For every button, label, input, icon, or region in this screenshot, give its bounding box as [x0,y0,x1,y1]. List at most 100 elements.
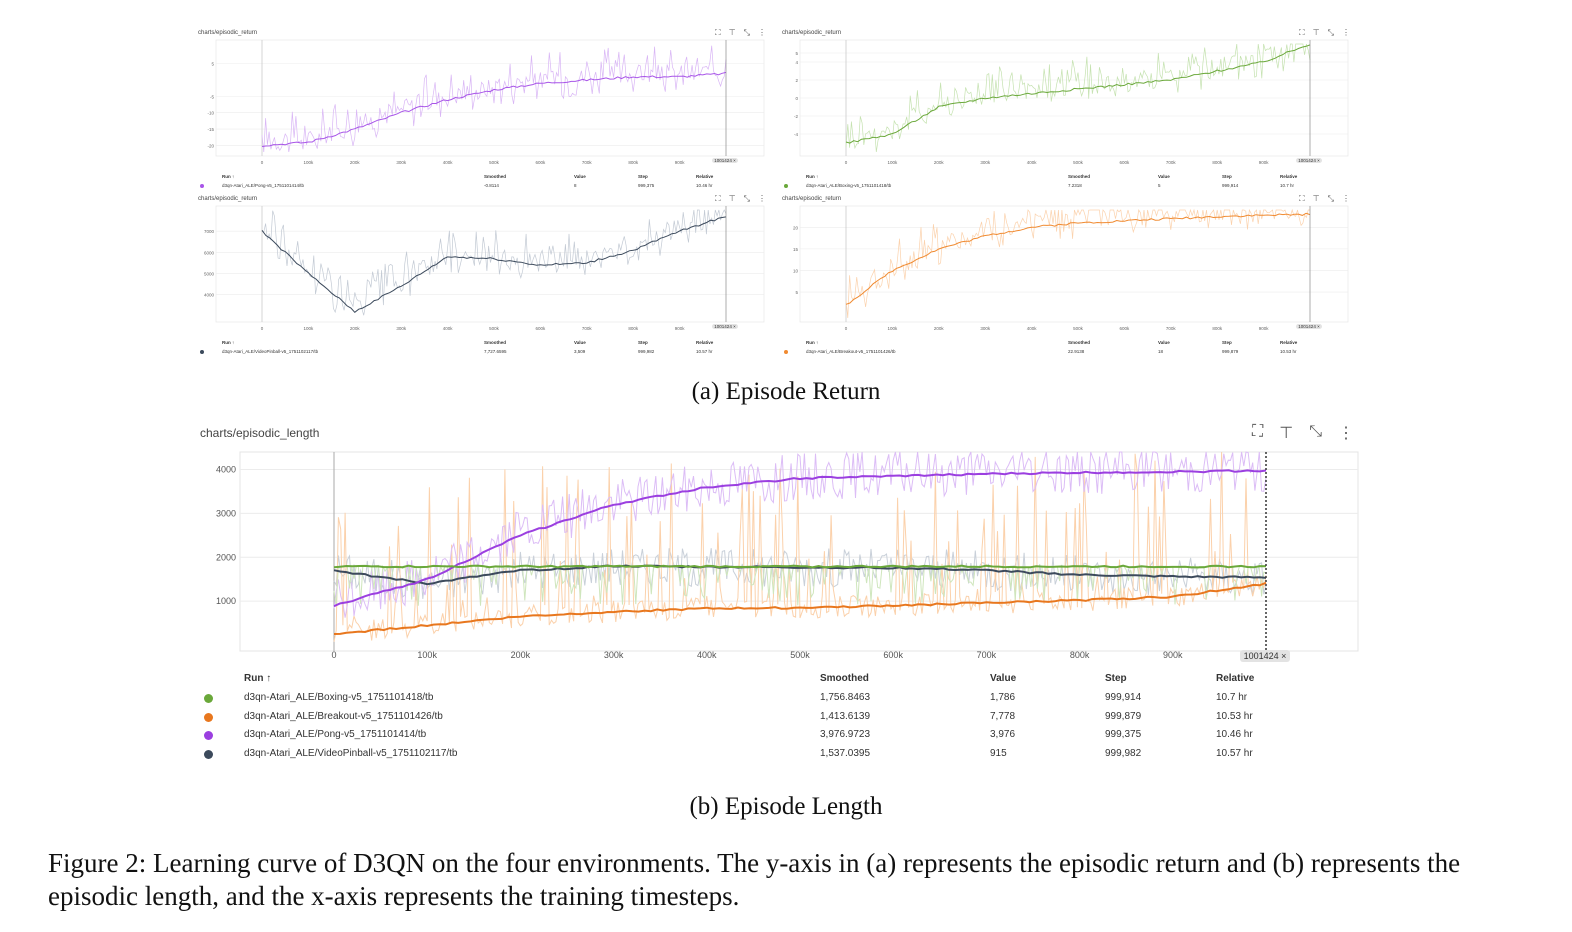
legend-column-header: Step [1222,174,1232,179]
run-legend-table: Run ↑ Smoothed Value Step Relative d3qn-Atari… [196,174,772,194]
fit-domain-icon[interactable]: ⤡ [743,28,750,37]
fullscreen-icon[interactable]: ⛶ [1299,28,1305,37]
x-tick-label: 700k [977,650,997,660]
legend-cell-run: d3qn-Atari_ALE/VideoPinball-v5_175110211… [222,349,319,354]
legend-header: Run ↑ Smoothed Value Step Relative [196,340,772,348]
x-tick-label: 700k [582,160,593,165]
x-tick-label: 900k [1259,160,1270,165]
caption-b: (b) Episode Length [689,793,883,820]
legend-cell-run: d3qn-Atari_ALE/Breakout-v5_1751101426/tb [244,710,443,722]
y-tick-label: -10 [207,111,214,116]
episode-return-panel: charts/episodic_return ⛶ ⊤ ⤡ ⋮ 20 15 10 5 0 100k 20… [780,194,1356,356]
legend-row[interactable]: d3qn-Atari_ALE/Boxing-v5_1751101418/tb 7.… [780,183,1356,191]
legend-row[interactable]: d3qn-Atari_ALE/VideoPinball-v5_175110211… [196,349,772,357]
legend-row[interactable]: d3qn-Atari_ALE/Pong-v5_1751101414/tb -0.8… [196,183,772,191]
x-tick-label: 200k [350,160,361,165]
legend-cell-smoothed: 22.9138 [1068,349,1085,354]
smoothed-series-line [333,581,1267,635]
legend-cell-relative: 10.7 hr [1280,183,1295,188]
step-badge[interactable]: 1001424 × [712,158,738,163]
panel-title: charts/episodic_return [782,196,842,202]
pin-icon[interactable]: ⊤ [1312,28,1320,37]
legend-column-header[interactable]: Run ↑ [222,174,235,179]
raw-series-line [261,209,727,316]
legend-cell-run: d3qn-Atari_ALE/Boxing-v5_1751101418/tb [244,692,434,703]
legend-column-header: Value [990,673,1017,684]
fit-domain-icon[interactable]: ⤡ [1327,194,1334,203]
panel-toolbar: ⛶ ⊤ ⤡ ⋮ [715,194,766,204]
legend-column-header: Step [1105,673,1127,684]
legend-row[interactable]: d3qn-Atari_ALE/VideoPinball-v5_175110211… [200,748,1360,762]
legend-cell-run: d3qn-Atari_ALE/Boxing-v5_1751101418/tb [806,183,892,188]
pin-icon[interactable]: ⊤ [728,194,736,203]
legend-header: Run ↑ Smoothed Value Step Relative [200,673,1360,687]
pin-icon[interactable]: ⊤ [1279,425,1294,442]
plot-area [215,205,765,323]
legend-row[interactable]: d3qn-Atari_ALE/Pong-v5_1751101414/tb 3,97… [200,729,1360,743]
episode-return-chart: 20 15 10 5 0 100k 200k 300k 400k 500k 600k 700k 800k… [793,205,1349,331]
fullscreen-icon[interactable]: ⛶ [715,28,721,37]
fit-domain-icon[interactable]: ⤡ [1327,28,1334,37]
legend-row[interactable]: d3qn-Atari_ALE/Breakout-v5_1751101426/tb… [200,711,1360,725]
legend-cell-step: 999,982 [1105,747,1142,759]
legend-column-header: Relative [1280,174,1298,179]
legend-row[interactable]: d3qn-Atari_ALE/Boxing-v5_1751101418/tb 1,… [200,692,1360,706]
pin-icon[interactable]: ⊤ [728,28,736,37]
plot-area [239,451,1359,652]
legend-column-header[interactable]: Run ↑ [806,340,819,345]
legend-cell-smoothed: 7,727.6595 [484,349,507,354]
legend-column-header: Smoothed [484,340,506,345]
fullscreen-icon[interactable]: ⛶ [715,194,721,203]
fit-domain-icon[interactable]: ⤡ [743,194,750,203]
y-tick-label: 3000 [216,508,236,518]
smoothed-series-line [845,44,1311,144]
y-tick-label: 1000 [216,596,236,606]
pin-icon[interactable]: ⊤ [1312,194,1320,203]
legend-column-header[interactable]: Run ↑ [806,174,819,179]
raw-series-line [845,43,1311,153]
x-tick-label: 400k [697,650,717,660]
legend-column-header[interactable]: Run ↑ [222,340,235,345]
x-tick-label: 200k [511,650,531,660]
step-badge[interactable]: 1001424 × [1240,650,1290,662]
y-tick-label: -15 [207,127,214,132]
x-tick-label: 200k [350,326,361,331]
legend-cell-relative: 10.57 hr [696,349,713,354]
more-options-icon[interactable]: ⋮ [1338,425,1354,442]
x-tick-label: 400k [1027,326,1038,331]
episode-return-panel: charts/episodic_return ⛶ ⊤ ⤡ ⋮ 5 4 2 0 -2 -4 0 100k 2… [780,28,1356,190]
more-options-icon[interactable]: ⋮ [758,194,766,203]
legend-column-header[interactable]: Run ↑ [244,673,272,684]
legend-cell-run: d3qn-Atari_ALE/Breakout-v5_1751101426/tb [806,349,896,354]
step-badge[interactable]: 1001424 × [1296,324,1322,329]
smoothed-series-line [261,216,727,313]
x-tick-label: 200k [934,160,945,165]
legend-row[interactable]: d3qn-Atari_ALE/Breakout-v5_1751101426/tb… [780,349,1356,357]
x-tick-label: 700k [582,326,593,331]
more-options-icon[interactable]: ⋮ [758,28,766,37]
step-badge[interactable]: 1001424 × [712,324,738,329]
x-tick-label: 100k [888,326,899,331]
raw-series-line [333,451,1267,642]
legend-cell-value: 5 [1158,183,1161,188]
raw-series-line [261,45,727,153]
legend-cell-run: d3qn-Atari_ALE/VideoPinball-v5_175110211… [244,747,458,759]
x-tick-label: 300k [980,160,991,165]
legend-cell-relative: 10.57 hr [1216,747,1253,759]
x-tick-label: 700k [1166,326,1177,331]
more-options-icon[interactable]: ⋮ [1342,28,1350,37]
y-tick-label: -2 [794,114,798,119]
x-tick-label: 400k [443,326,454,331]
more-options-icon[interactable]: ⋮ [1342,194,1350,203]
step-badge[interactable]: 1001424 × [1296,158,1322,163]
fullscreen-icon[interactable]: ⛶ [1299,194,1305,203]
smoothed-series-line [333,564,1267,569]
panel-title: charts/episodic_return [782,30,842,36]
x-tick-label: 300k [396,160,407,165]
fit-domain-icon[interactable]: ⤡ [1309,423,1322,440]
x-tick-label: 900k [1259,326,1270,331]
legend-cell-smoothed: 7.2318 [1068,183,1082,188]
series-color-dot [784,184,788,188]
fullscreen-icon[interactable]: ⛶ [1252,423,1264,440]
series-color-dot [204,749,213,759]
